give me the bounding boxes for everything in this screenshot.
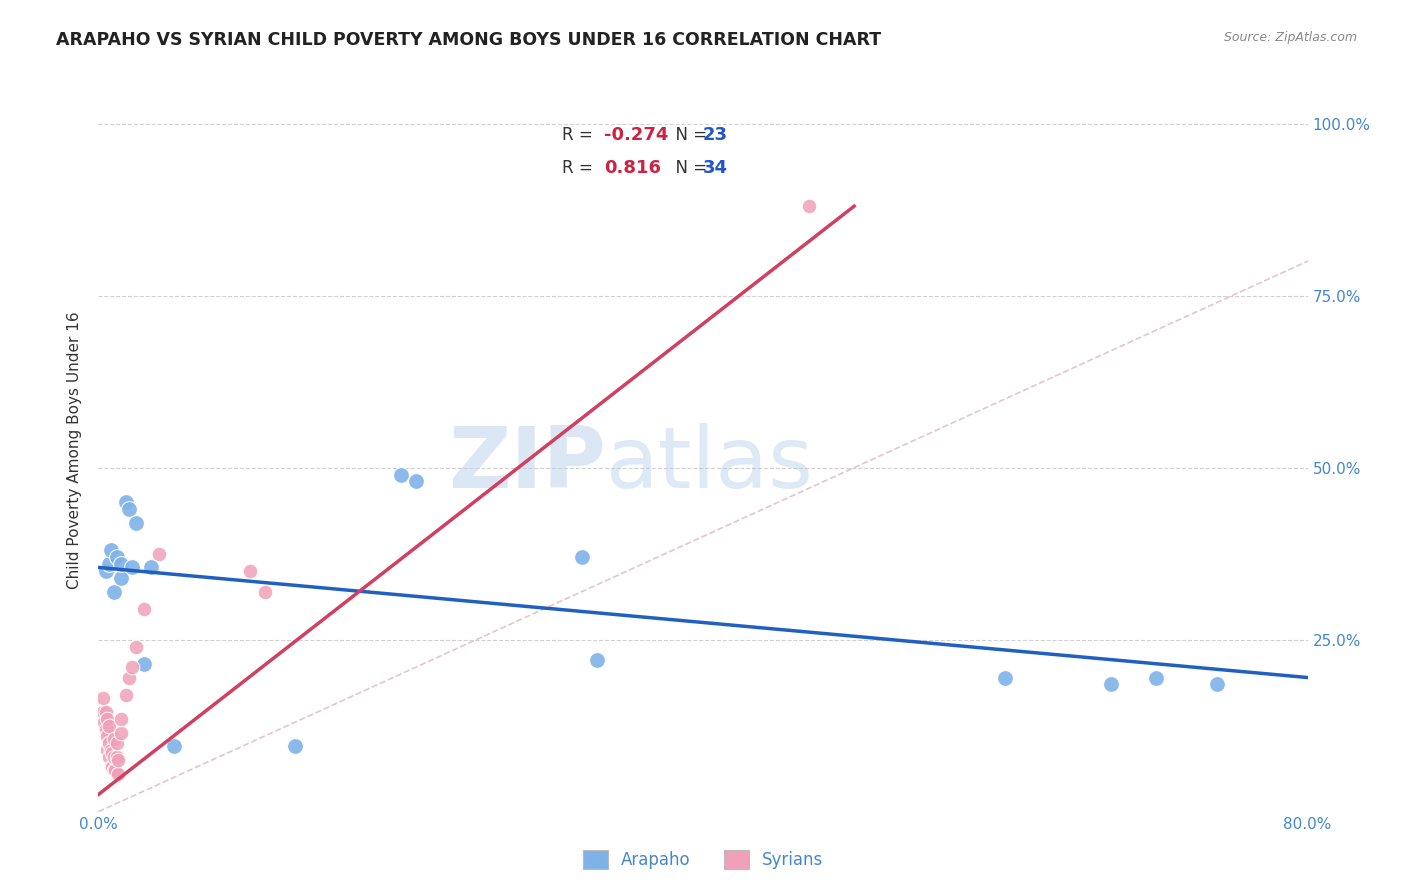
Syrians — [104, 764, 127, 778]
Syrians — [96, 729, 118, 743]
Text: 34: 34 — [703, 160, 728, 178]
Syrians — [100, 743, 122, 757]
Syrians — [98, 749, 121, 764]
Syrians — [98, 736, 121, 750]
Text: ZIP: ZIP — [449, 424, 606, 507]
Syrians — [105, 736, 128, 750]
Arapaho — [586, 653, 609, 667]
Arapaho — [132, 657, 155, 671]
Text: Source: ZipAtlas.com: Source: ZipAtlas.com — [1223, 31, 1357, 45]
Arapaho — [163, 739, 186, 754]
Syrians — [96, 712, 118, 726]
Arapaho — [141, 560, 163, 574]
Y-axis label: Child Poverty Among Boys Under 16: Child Poverty Among Boys Under 16 — [67, 311, 83, 590]
Syrians — [253, 584, 276, 599]
Syrians — [107, 753, 129, 767]
Arapaho — [110, 557, 132, 571]
Arapaho — [103, 584, 125, 599]
Arapaho — [1206, 677, 1229, 691]
Syrians — [121, 660, 143, 674]
Syrians — [110, 712, 132, 726]
Syrians — [105, 749, 128, 764]
Syrians — [91, 705, 114, 719]
Arapaho — [389, 467, 412, 482]
Syrians — [103, 764, 125, 778]
Syrians — [98, 719, 121, 733]
Syrians — [797, 199, 820, 213]
Arapaho — [571, 550, 593, 565]
Arapaho — [284, 739, 307, 754]
Text: N =: N = — [665, 160, 713, 178]
Syrians — [91, 691, 114, 706]
Text: R =: R = — [562, 160, 603, 178]
Arapaho — [110, 571, 132, 585]
Syrians — [107, 767, 129, 781]
Syrians — [96, 743, 118, 757]
Syrians — [93, 715, 115, 730]
Legend: Arapaho, Syrians: Arapaho, Syrians — [576, 843, 830, 876]
Text: ARAPAHO VS SYRIAN CHILD POVERTY AMONG BOYS UNDER 16 CORRELATION CHART: ARAPAHO VS SYRIAN CHILD POVERTY AMONG BO… — [56, 31, 882, 49]
Syrians — [103, 732, 125, 747]
Syrians — [114, 688, 136, 702]
Text: R =: R = — [562, 127, 599, 145]
Arapaho — [105, 550, 128, 565]
Syrians — [148, 547, 170, 561]
Syrians — [100, 760, 122, 774]
Arapaho — [98, 557, 121, 571]
Text: atlas: atlas — [606, 424, 814, 507]
Text: N =: N = — [665, 127, 713, 145]
Arapaho — [94, 564, 117, 578]
Syrians — [101, 760, 124, 774]
Arapaho — [118, 502, 141, 516]
Arapaho — [114, 495, 136, 509]
Arapaho — [405, 475, 427, 489]
Arapaho — [1099, 677, 1122, 691]
Syrians — [239, 564, 262, 578]
Syrians — [132, 601, 155, 615]
Syrians — [110, 725, 132, 739]
Arapaho — [1144, 671, 1167, 685]
Arapaho — [994, 671, 1017, 685]
Syrians — [101, 746, 124, 760]
Arapaho — [100, 543, 122, 558]
Syrians — [125, 640, 148, 654]
Syrians — [118, 671, 141, 685]
Text: 0.816: 0.816 — [605, 160, 661, 178]
Syrians — [94, 722, 117, 736]
Arapaho — [121, 560, 143, 574]
Text: -0.274: -0.274 — [605, 127, 669, 145]
Arapaho — [125, 516, 148, 530]
Syrians — [103, 749, 125, 764]
Syrians — [94, 705, 117, 719]
Text: 23: 23 — [703, 127, 728, 145]
